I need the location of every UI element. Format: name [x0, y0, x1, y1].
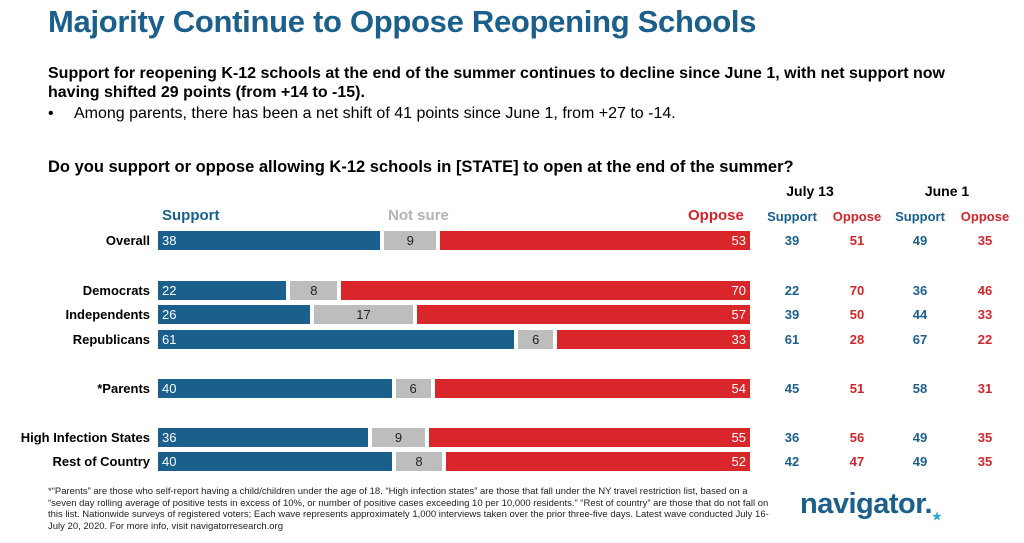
- data-label-support-republicans: 61: [162, 332, 177, 347]
- bar-notsure-high-infection-states: 9: [372, 428, 425, 447]
- row-label-parents: *Parents: [97, 381, 150, 396]
- data-label-notsure-overall: 9: [406, 233, 414, 248]
- july-oppose-value-parents: 51: [849, 381, 865, 396]
- data-label-support-democrats: 22: [162, 283, 177, 298]
- survey-question: Do you support or oppose allowing K-12 s…: [48, 158, 794, 176]
- june-support-value-independents: 44: [912, 307, 928, 322]
- data-label-support-overall: 38: [162, 233, 177, 248]
- navigator-logo: navigator.★: [800, 488, 942, 523]
- bar-support-independents: 26: [158, 305, 310, 324]
- bar-oppose-democrats: 70: [341, 281, 750, 300]
- july-support-value-republicans: 61: [784, 332, 800, 347]
- july-oppose-value-democrats: 70: [849, 283, 865, 298]
- july-support-value-democrats: 22: [784, 283, 800, 298]
- bar-oppose-overall: 53: [440, 231, 750, 250]
- june-support-header: Support: [895, 209, 945, 224]
- legend-support: Support: [162, 207, 220, 224]
- row-label-overall: Overall: [105, 233, 150, 248]
- july-oppose-value-rest-of-country: 47: [849, 454, 865, 469]
- data-label-notsure-high-infection-states: 9: [394, 430, 403, 445]
- june-oppose-value-republicans: 22: [977, 332, 993, 347]
- june-oppose-value-high-infection-states: 35: [977, 430, 993, 445]
- legend-oppose: Oppose: [688, 207, 744, 224]
- bar-support-democrats: 22: [158, 281, 287, 300]
- row-label-independents: Independents: [65, 307, 150, 322]
- data-label-support-independents: 26: [162, 307, 177, 322]
- row-label-democrats: Democrats: [82, 283, 150, 298]
- wave-july-header: July 13: [786, 183, 834, 199]
- data-label-notsure-republicans: 6: [532, 332, 540, 347]
- wave-june-header: June 1: [924, 183, 970, 199]
- june-support-value-democrats: 36: [912, 283, 928, 298]
- page-title: Majority Continue to Oppose Reopening Sc…: [48, 4, 757, 39]
- july-support-value-rest-of-country: 42: [784, 454, 800, 469]
- data-label-notsure-democrats: 8: [310, 283, 318, 298]
- bar-notsure-independents: 17: [313, 305, 414, 324]
- data-label-oppose-rest-of-country: 52: [731, 454, 746, 469]
- june-oppose-value-independents: 33: [977, 307, 993, 322]
- july-support-value-independents: 39: [784, 307, 800, 322]
- row-label-high-infection-states: High Infection States: [20, 430, 150, 445]
- data-label-oppose-overall: 53: [731, 233, 746, 248]
- bar-support-parents: 40: [158, 379, 392, 398]
- data-label-oppose-republicans: 33: [731, 332, 746, 347]
- bar-notsure-parents: 6: [395, 379, 431, 398]
- logo-text: navigator: [800, 488, 925, 520]
- star-icon: ★: [932, 510, 942, 523]
- data-label-oppose-parents: 54: [731, 381, 746, 396]
- bar-oppose-rest-of-country: 52: [446, 452, 750, 471]
- bar-support-overall: 38: [158, 231, 380, 250]
- bar-oppose-republicans: 33: [557, 330, 750, 349]
- june-oppose-value-rest-of-country: 35: [977, 454, 993, 469]
- row-label-rest-of-country: Rest of Country: [52, 454, 151, 469]
- data-label-support-parents: 40: [162, 381, 177, 396]
- subtitle: Support for reopening K-12 schools at th…: [48, 65, 945, 101]
- june-support-value-high-infection-states: 49: [912, 430, 928, 445]
- bar-notsure-democrats: 8: [290, 281, 338, 300]
- data-label-oppose-high-infection-states: 55: [731, 430, 746, 445]
- bullet-mark: •: [48, 105, 54, 122]
- legend-not-sure: Not sure: [388, 207, 449, 224]
- row-label-republicans: Republicans: [72, 332, 150, 347]
- july-support-header: Support: [767, 209, 817, 224]
- bar-support-high-infection-states: 36: [158, 428, 369, 447]
- bar-oppose-independents: 57: [417, 305, 750, 324]
- data-label-notsure-parents: 6: [409, 381, 417, 396]
- july-oppose-value-overall: 51: [849, 233, 865, 248]
- july-support-value-overall: 39: [784, 233, 800, 248]
- data-label-notsure-independents: 17: [356, 307, 371, 322]
- bar-oppose-high-infection-states: 55: [428, 428, 750, 447]
- july-oppose-value-independents: 50: [849, 307, 865, 322]
- bullet-text: Among parents, there has been a net shif…: [74, 105, 676, 122]
- june-support-value-parents: 58: [912, 381, 928, 396]
- data-label-support-rest-of-country: 40: [162, 454, 177, 469]
- bar-support-rest-of-country: 40: [158, 452, 392, 471]
- logo-mark: .: [924, 488, 932, 520]
- data-label-notsure-rest-of-country: 8: [415, 454, 423, 469]
- july-oppose-header: Oppose: [832, 209, 882, 224]
- june-support-value-overall: 49: [912, 233, 928, 248]
- data-label-oppose-democrats: 70: [731, 283, 746, 298]
- data-label-support-high-infection-states: 36: [162, 430, 177, 445]
- july-oppose-value-high-infection-states: 56: [849, 430, 865, 445]
- july-oppose-value-republicans: 28: [849, 332, 865, 347]
- july-support-value-parents: 45: [784, 381, 800, 396]
- june-oppose-value-democrats: 46: [977, 283, 993, 298]
- bar-notsure-overall: 9: [383, 231, 437, 250]
- june-support-value-republicans: 67: [912, 332, 928, 347]
- bar-oppose-parents: 54: [434, 379, 750, 398]
- june-oppose-header: Oppose: [960, 209, 1010, 224]
- bar-support-republicans: 61: [158, 330, 515, 349]
- june-oppose-value-overall: 35: [977, 233, 993, 248]
- june-support-value-rest-of-country: 49: [912, 454, 928, 469]
- bullet-point: • Among parents, there has been a net shi…: [48, 105, 676, 123]
- bar-notsure-rest-of-country: 8: [395, 452, 443, 471]
- june-oppose-value-parents: 31: [977, 381, 993, 396]
- data-label-oppose-independents: 57: [731, 307, 746, 322]
- footnote: *“Parents” are those who self-report hav…: [48, 486, 769, 532]
- bar-notsure-republicans: 6: [518, 330, 554, 349]
- july-support-value-high-infection-states: 36: [784, 430, 800, 445]
